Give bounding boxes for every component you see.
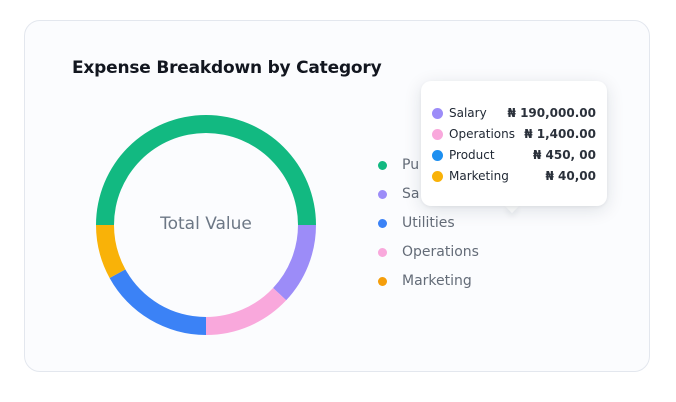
tooltip-row: Operations ₦ 1,400.00 (432, 125, 596, 143)
legend-label: Sa (402, 186, 420, 202)
tooltip-row: Product ₦ 450, 00 (432, 146, 596, 164)
tooltip-label: Salary (449, 106, 487, 120)
tooltip-value: ₦ 190,000.00 (507, 106, 596, 120)
legend-label: Marketing (402, 273, 472, 289)
donut-center-label: Total Value (160, 214, 252, 234)
legend-label: Pu (402, 157, 420, 173)
donut-slice-purchases[interactable] (96, 115, 316, 225)
legend-label: Utilities (402, 215, 455, 231)
legend-item[interactable]: Marketing (378, 271, 472, 291)
legend-dot (378, 276, 387, 286)
tooltip-value: ₦ 40,00 (545, 169, 596, 183)
legend-dot (378, 160, 387, 170)
legend-label: Operations (402, 244, 479, 260)
legend-dot (378, 218, 387, 228)
tooltip-label: Marketing (449, 169, 509, 183)
legend-item[interactable]: Sa (378, 184, 419, 204)
legend-dot (378, 189, 387, 199)
legend-item[interactable]: Utilities (378, 213, 455, 233)
tooltip-label: Product (449, 148, 495, 162)
legend-item[interactable]: Pu (378, 155, 419, 175)
tooltip-dot (432, 107, 443, 119)
tooltip-label: Operations (449, 127, 515, 141)
chart-tooltip: Salary ₦ 190,000.00 Operations ₦ 1,400.0… (421, 81, 607, 206)
tooltip-row: Marketing ₦ 40,00 (432, 167, 596, 185)
tooltip-dot (432, 170, 443, 182)
tooltip-dot (432, 149, 443, 161)
tooltip-value: ₦ 450, 00 (532, 148, 596, 162)
donut-slice-marketing[interactable] (96, 225, 126, 278)
legend-item[interactable]: Operations (378, 242, 479, 262)
donut-slice-utilities[interactable] (109, 269, 206, 335)
card-title: Expense Breakdown by Category (72, 58, 382, 78)
donut-chart (96, 115, 316, 335)
legend-dot (378, 247, 387, 257)
donut-slice-operations[interactable] (206, 287, 287, 335)
tooltip-row: Salary ₦ 190,000.00 (432, 104, 596, 122)
donut-slice-salary[interactable] (273, 225, 316, 301)
tooltip-dot (432, 128, 443, 140)
tooltip-value: ₦ 1,400.00 (524, 127, 596, 141)
